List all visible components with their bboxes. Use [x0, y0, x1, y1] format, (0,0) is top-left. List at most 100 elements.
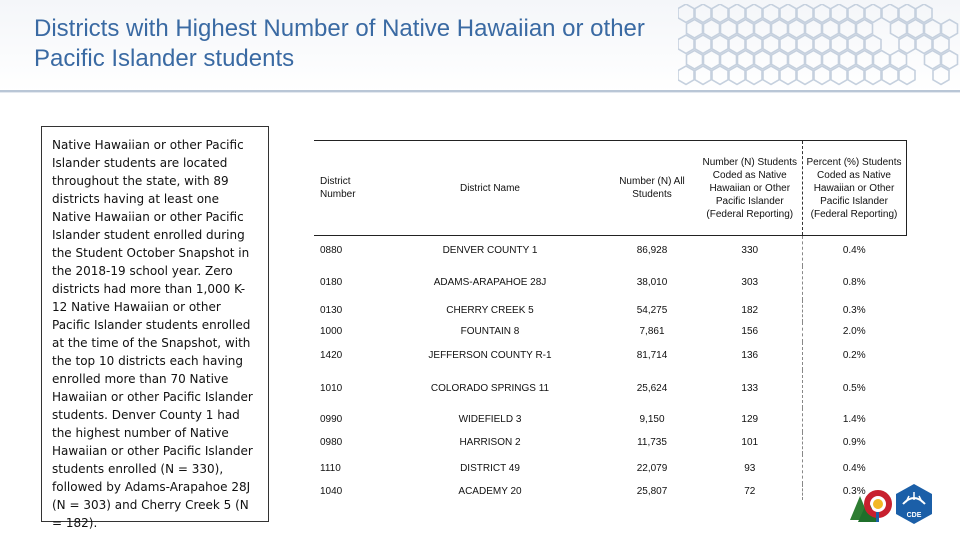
hexagon-shape — [753, 49, 772, 70]
all-students-cell: 54,275 — [636, 305, 668, 316]
hexagon-shape — [694, 65, 712, 86]
number-coded-cell: 182 — [698, 299, 803, 322]
hexagon-shape — [847, 34, 865, 55]
table-row: 0990 WIDEFIELD 3 9,150 129 1.4% — [314, 407, 906, 432]
all-students-cell: 25,807 — [636, 486, 668, 497]
slide-title: Districts with Highest Number of Native … — [34, 15, 645, 72]
header-all-students: Number (N) All Students — [606, 140, 698, 236]
hexagon-shape — [830, 65, 848, 86]
table-row: 1420 JEFFERSON COUNTY R-1 81,714 136 0.2% — [314, 341, 906, 370]
district-number-cell: 1040 — [320, 486, 343, 497]
district-number-cell: 0990 — [320, 414, 343, 425]
percent-coded-cell: 0.4% — [842, 463, 866, 474]
hexagon-shape — [787, 18, 806, 39]
hexagon-shape — [847, 4, 865, 24]
hexagon-shape — [736, 18, 755, 39]
hexagon-shape — [796, 34, 814, 55]
table-header-row: District Number District Name Number (N)… — [314, 140, 907, 236]
hexagon-shape — [796, 4, 814, 24]
district-name-cell: HARRISON 2 — [459, 437, 521, 448]
hexagon-shape — [678, 4, 695, 24]
header-district-number: District Number — [314, 140, 374, 236]
table-row: 1010 COLORADO SPRINGS 11 25,624 133 0.5% — [314, 369, 906, 408]
all-students-cell: 81,714 — [636, 350, 668, 361]
hexagon-shape — [821, 18, 840, 39]
hexagon-shape — [745, 34, 763, 55]
hexagon-shape — [702, 18, 721, 39]
hexagon-shape — [711, 65, 729, 86]
hexagon-shape — [702, 49, 721, 70]
number-coded-cell: 133 — [698, 369, 803, 408]
header-divider-shadow — [0, 92, 960, 93]
hexagon-shape — [898, 34, 916, 55]
table-row: 1040 ACADEMY 20 25,807 72 0.3% — [314, 483, 906, 500]
table-row: 1110 DISTRICT 49 22,079 93 0.4% — [314, 453, 906, 484]
all-students-cell: 11,735 — [637, 437, 667, 448]
hexagon-shape — [719, 49, 738, 70]
district-number-cell: 0130 — [320, 305, 343, 316]
district-name-cell: COLORADO SPRINGS 11 — [430, 383, 550, 394]
hexagon-shape — [889, 49, 908, 70]
number-coded-cell: 93 — [698, 453, 803, 484]
hexagon-shape — [796, 65, 814, 86]
hexagon-shape — [736, 49, 755, 70]
all-students-cell: 22,079 — [636, 463, 668, 474]
district-number-cell: 0980 — [320, 437, 343, 448]
hexagon-shape — [804, 49, 823, 70]
number-coded-cell: 129 — [698, 407, 803, 432]
summary-text-box: Native Hawaiian or other Pacific Islande… — [41, 126, 269, 530]
all-students-cell: 38,010 — [636, 277, 668, 288]
hexagon-shape — [889, 18, 908, 39]
district-number-cell: 1420 — [320, 350, 343, 361]
district-number-cell: 1110 — [320, 463, 341, 474]
percent-coded-cell: 0.8% — [842, 277, 866, 288]
table-body: 0880 DENVER COUNTY 1 86,928 330 0.4% 0180 ADAM… — [314, 235, 906, 500]
hexagon-shape — [830, 34, 848, 55]
hexagon-shape — [770, 49, 789, 70]
slide-header — [0, 0, 960, 92]
hexagon-shape — [940, 18, 959, 39]
hexagon-shape — [804, 18, 823, 39]
header-percent-coded: Percent (%) Students Coded as Native Haw… — [802, 140, 907, 236]
hexagon-shape — [694, 34, 712, 55]
hexagon-shape — [872, 49, 891, 70]
number-coded-cell: 303 — [698, 265, 803, 300]
header-number-coded: Number (N) Students Coded as Native Hawa… — [698, 140, 803, 236]
hexagon-shape — [821, 49, 840, 70]
hexagon-shape — [770, 18, 789, 39]
district-name-cell: WIDEFIELD 3 — [458, 414, 522, 425]
district-name-cell: ACADEMY 20 — [458, 486, 522, 497]
hexagon-shape — [787, 49, 806, 70]
all-students-cell: 9,150 — [639, 414, 665, 425]
hexagon-shape — [898, 4, 916, 24]
percent-coded-cell: 0.3% — [842, 305, 866, 316]
hexagon-shape — [762, 65, 780, 86]
hexagon-shape — [881, 4, 899, 24]
hexagon-shape — [694, 4, 712, 24]
hexagon-shape — [779, 65, 797, 86]
percent-coded-cell: 0.3% — [842, 486, 866, 497]
districts-table: District Number District Name Number (N)… — [314, 140, 907, 500]
number-coded-cell: 101 — [698, 431, 803, 454]
all-students-cell: 25,624 — [636, 383, 668, 394]
hexagon-shape — [864, 65, 882, 86]
hexagon-shape — [813, 65, 831, 86]
header-district-name: District Name — [374, 140, 606, 236]
hexagon-shape — [855, 18, 874, 39]
hexagon-shape — [719, 18, 738, 39]
hexagon-shape — [838, 49, 857, 70]
colorado-logo — [850, 490, 892, 522]
number-coded-cell: 72 — [698, 483, 803, 500]
hexagon-shape — [847, 65, 865, 86]
hexagon-shape — [864, 34, 882, 55]
hexagon-shape — [915, 4, 933, 24]
hexagon-shape — [813, 4, 831, 24]
hexagon-shape — [678, 65, 695, 86]
district-name-cell: ADAMS-ARAPAHOE 28J — [433, 277, 547, 288]
hexagon-shape — [678, 34, 695, 55]
district-number-cell: 0180 — [320, 277, 343, 288]
hexagon-shape — [779, 4, 797, 24]
hexagon-shape — [762, 4, 780, 24]
district-name-cell: DISTRICT 49 — [460, 463, 520, 474]
hexagon-shape — [779, 34, 797, 55]
